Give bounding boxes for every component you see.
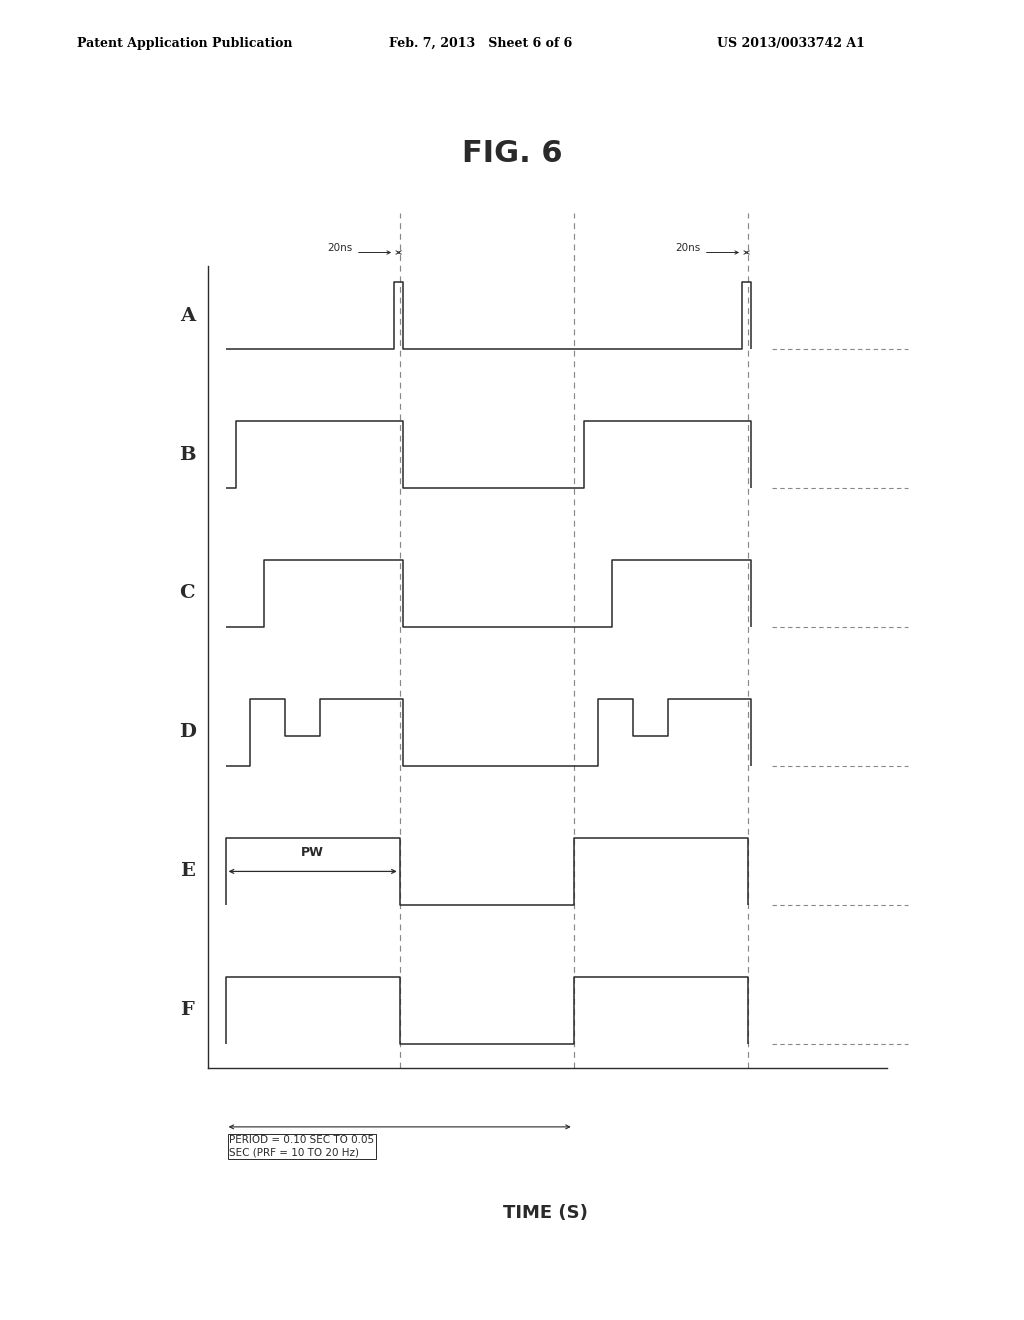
- Text: Patent Application Publication: Patent Application Publication: [77, 37, 292, 50]
- Text: PW: PW: [301, 846, 325, 858]
- Text: E: E: [180, 862, 195, 880]
- Text: PERIOD = 0.10 SEC TO 0.05
SEC (PRF = 10 TO 20 Hz): PERIOD = 0.10 SEC TO 0.05 SEC (PRF = 10 …: [229, 1135, 375, 1158]
- Text: 20ns: 20ns: [675, 243, 700, 253]
- Text: D: D: [179, 723, 196, 742]
- Text: FIG. 6: FIG. 6: [462, 139, 562, 168]
- Text: Feb. 7, 2013   Sheet 6 of 6: Feb. 7, 2013 Sheet 6 of 6: [389, 37, 572, 50]
- Text: 20ns: 20ns: [327, 243, 352, 253]
- Text: B: B: [179, 446, 196, 463]
- Text: C: C: [179, 585, 196, 602]
- Text: A: A: [180, 306, 195, 325]
- Text: US 2013/0033742 A1: US 2013/0033742 A1: [717, 37, 864, 50]
- Text: F: F: [180, 1002, 195, 1019]
- Text: TIME (S): TIME (S): [504, 1204, 588, 1222]
